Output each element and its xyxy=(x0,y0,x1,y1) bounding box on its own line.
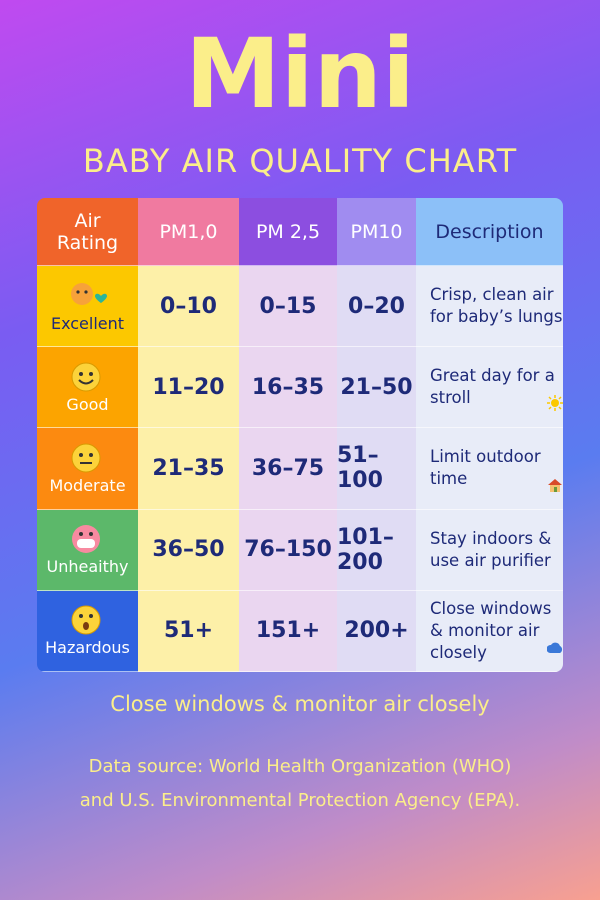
rating-icon xyxy=(71,525,100,554)
description-cell: Great day for a stroll xyxy=(416,347,563,429)
pm-cell: 36–50 xyxy=(138,509,239,591)
pm-cell: 36–75 xyxy=(239,428,337,510)
subtitle: BABY AIR QUALITY CHART xyxy=(82,142,518,180)
pm-cell: 16–35 xyxy=(239,347,337,429)
rating-icon xyxy=(70,282,107,305)
source: Data source: World Health Organization (… xyxy=(0,750,600,818)
description-cell: Close windows & monitor air closely xyxy=(416,590,563,672)
column-header: Description xyxy=(416,198,563,266)
description: Close windows & monitor air closely xyxy=(430,598,552,662)
rating-cell: Hazardous xyxy=(37,590,138,672)
rating-icon xyxy=(71,605,100,635)
rating-label: Excellent xyxy=(50,313,125,333)
pm-cell: 11–20 xyxy=(138,347,239,429)
column-header: Air Rating xyxy=(37,198,138,266)
pm-cell: 21–50 xyxy=(337,347,416,429)
rating-icon xyxy=(71,362,100,392)
pm-cell: 76–150 xyxy=(239,509,337,591)
rating-label: Good xyxy=(66,394,109,414)
rating-label: Unheaithy xyxy=(46,557,129,577)
description-icon xyxy=(547,395,563,412)
pm-cell: 200+ xyxy=(337,590,416,672)
description-cell: Limit outdoor time xyxy=(416,428,563,510)
pm-cell: 0–20 xyxy=(337,266,416,348)
note: Close windows & monitor air closely xyxy=(110,692,490,716)
description: Stay indoors & use air purifier xyxy=(430,528,552,570)
pm-cell: 21–35 xyxy=(138,428,239,510)
title: Mini xyxy=(185,18,415,130)
pm-cell: 51–100 xyxy=(337,428,416,510)
rating-label: Hazardous xyxy=(45,638,130,658)
column-header: PM 2,5 xyxy=(239,198,337,266)
rating-cell: Excellent xyxy=(37,266,138,348)
description: Crisp, clean air for baby’s lungs xyxy=(430,285,563,327)
rating-cell: Good xyxy=(37,347,138,429)
source-line: and U.S. Environmental Protection Agency… xyxy=(79,790,521,811)
pm-cell: 51+ xyxy=(138,590,239,672)
rating-icon xyxy=(71,443,100,473)
pm-cell: 151+ xyxy=(239,590,337,672)
source-line: Data source: World Health Organization (… xyxy=(88,756,512,777)
rating-label: Moderate xyxy=(49,475,126,495)
description-cell: Stay indoors & use air purifier xyxy=(416,509,563,591)
pm-cell: 101–200 xyxy=(337,509,416,591)
pm-cell: 0–10 xyxy=(138,266,239,348)
rating-cell: Moderate xyxy=(37,428,138,510)
description: Limit outdoor time xyxy=(430,447,541,489)
rating-cell: Unheaithy xyxy=(37,509,138,591)
description-icon xyxy=(548,478,562,492)
description-cell: Crisp, clean air for baby’s lungs xyxy=(416,266,563,348)
column-header: PM1,0 xyxy=(138,198,239,266)
pm-cell: 0–15 xyxy=(239,266,337,348)
column-header: PM10 xyxy=(337,198,416,266)
description: Great day for a stroll xyxy=(430,366,555,408)
description-icon xyxy=(547,642,563,653)
table: Air Rating PM1,0 PM 2,5 PM10 Description Exce… xyxy=(37,198,563,672)
